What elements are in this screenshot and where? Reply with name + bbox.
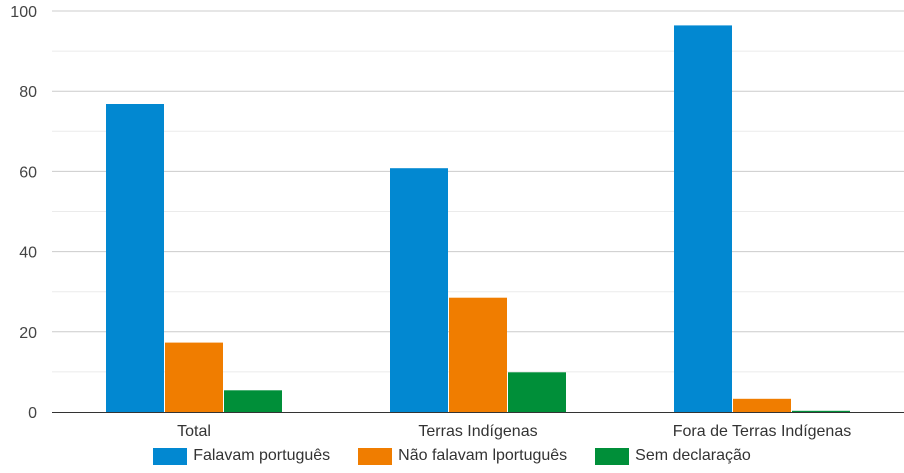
legend-item: Sem declaração	[595, 447, 751, 465]
y-tick-label-80: 80	[19, 84, 37, 101]
bar-1-3	[674, 25, 732, 413]
legend-item: Falavam português	[153, 447, 330, 465]
x-axis-labels: Total Terras Indígenas Fora de Terras Indí…	[177, 423, 851, 440]
bar-2-1	[165, 342, 223, 412]
x-category-label: Total	[177, 423, 211, 440]
y-tick-label-20: 20	[19, 325, 37, 342]
y-axis-ticks: 0 20 40 60 80 100	[10, 4, 37, 422]
x-category-label: Fora de Terras Indígenas	[673, 423, 851, 440]
y-tick-label-100: 100	[10, 4, 37, 21]
legend-label: Falavam português	[193, 447, 331, 464]
legend-swatch	[358, 447, 393, 465]
x-category-label: Terras Indígenas	[418, 423, 537, 440]
legend: Falavam português Não falavam lportuguês S…	[0, 443, 904, 469]
bar-chart: 0 20 40 60 80 100 Total Terras Indígenas Fora d…	[10, 4, 904, 440]
bar-3-3	[792, 410, 850, 412]
bar-2-2	[449, 297, 507, 412]
y-tick-label-40: 40	[19, 245, 37, 262]
bar-1-2	[390, 168, 448, 412]
legend-swatch	[595, 447, 630, 465]
legend-item: Não falavam lportuguês	[358, 447, 567, 465]
bar-3-2	[508, 372, 566, 412]
legend-swatch	[153, 447, 188, 465]
y-tick-label-60: 60	[19, 164, 37, 181]
y-tick-label-0: 0	[28, 405, 37, 422]
bar-1-1	[106, 104, 164, 412]
legend-label: Sem declaração	[635, 447, 751, 464]
bar-3-1	[224, 390, 282, 412]
bar-2-3	[733, 398, 791, 412]
bars	[106, 25, 850, 413]
legend-label: Não falavam lportuguês	[398, 447, 568, 464]
